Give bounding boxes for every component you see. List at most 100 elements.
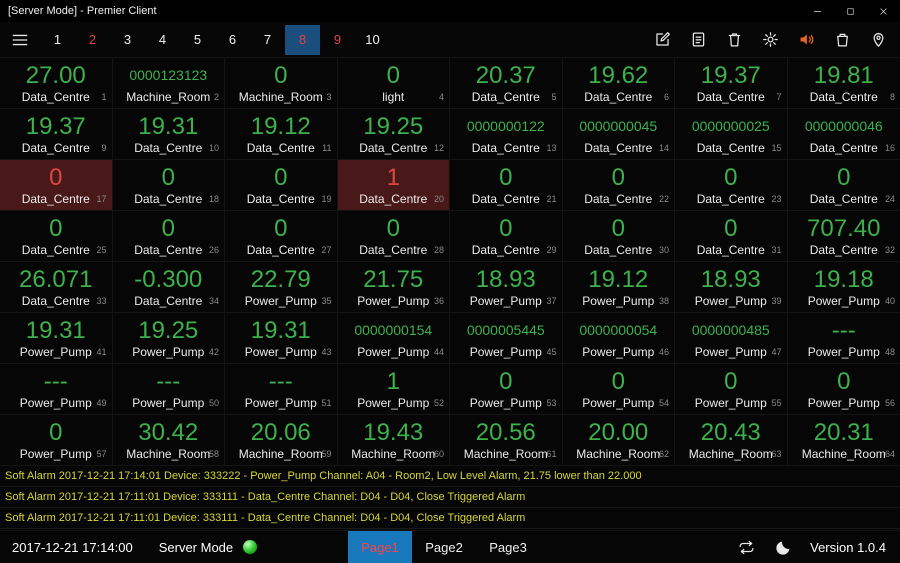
minimize-button[interactable]: [801, 0, 834, 22]
tile-index: 11: [322, 143, 332, 153]
settings-button[interactable]: [752, 22, 788, 58]
tile-24[interactable]: 0 Data_Centre 24: [787, 160, 900, 211]
tile-52[interactable]: 1 Power_Pump 52: [337, 364, 450, 415]
tile-39[interactable]: 18.93 Power_Pump 39: [675, 262, 788, 313]
tile-57[interactable]: 0 Power_Pump 57: [0, 415, 113, 466]
tile-label: Power_Pump: [694, 396, 767, 410]
tile-19[interactable]: 0 Data_Centre 19: [225, 160, 338, 211]
tile-58[interactable]: 30.42 Machine_Room 58: [112, 415, 225, 466]
tile-32[interactable]: 707.40 Data_Centre 32: [787, 211, 900, 262]
tile-value: 19.31: [250, 317, 311, 344]
tile-47[interactable]: 0000000485 Power_Pump 47: [675, 313, 788, 364]
page-button-3[interactable]: 3: [123, 32, 132, 47]
delete-button[interactable]: [716, 22, 752, 58]
tile-1[interactable]: 27.00 Data_Centre 1: [0, 58, 113, 109]
tile-16[interactable]: 0000000046 Data_Centre 16: [787, 109, 900, 160]
menu-button[interactable]: [0, 22, 40, 58]
tile-15[interactable]: 0000000025 Data_Centre 15: [675, 109, 788, 160]
tile-48[interactable]: --- Power_Pump 48: [787, 313, 900, 364]
tile-44[interactable]: 0000000154 Power_Pump 44: [337, 313, 450, 364]
page-button-1[interactable]: 1: [53, 32, 62, 47]
tab-page1[interactable]: Page1: [348, 531, 412, 563]
tile-56[interactable]: 0 Power_Pump 56: [787, 364, 900, 415]
tile-49[interactable]: --- Power_Pump 49: [0, 364, 113, 415]
tile-11[interactable]: 19.12 Data_Centre 11: [225, 109, 338, 160]
tile-36[interactable]: 21.75 Power_Pump 36: [337, 262, 450, 313]
page-button-2[interactable]: 2: [88, 32, 97, 47]
tile-28[interactable]: 0 Data_Centre 28: [337, 211, 450, 262]
tile-41[interactable]: 19.31 Power_Pump 41: [0, 313, 113, 364]
tile-29[interactable]: 0 Data_Centre 29: [450, 211, 563, 262]
tile-45[interactable]: 0000005445 Power_Pump 45: [450, 313, 563, 364]
tile-21[interactable]: 0 Data_Centre 21: [450, 160, 563, 211]
tab-page2[interactable]: Page2: [425, 539, 463, 555]
tile-51[interactable]: --- Power_Pump 51: [225, 364, 338, 415]
tile-23[interactable]: 0 Data_Centre 23: [675, 160, 788, 211]
tile-value: 0000000122: [466, 118, 545, 134]
tile-53[interactable]: 0 Power_Pump 53: [450, 364, 563, 415]
page-button-7[interactable]: 7: [263, 32, 272, 47]
tile-index: 12: [433, 143, 444, 153]
page-button-4[interactable]: 4: [158, 32, 167, 47]
edit-button[interactable]: [644, 22, 680, 58]
tile-25[interactable]: 0 Data_Centre 25: [0, 211, 113, 262]
tile-27[interactable]: 0 Data_Centre 27: [225, 211, 338, 262]
tile-12[interactable]: 19.25 Data_Centre 12: [337, 109, 450, 160]
tile-54[interactable]: 0 Power_Pump 54: [562, 364, 675, 415]
tile-10[interactable]: 19.31 Data_Centre 10: [112, 109, 225, 160]
tab-page3[interactable]: Page3: [489, 539, 527, 555]
night-mode-button[interactable]: [765, 531, 802, 563]
alarm-message[interactable]: Soft Alarm 2017-12-21 17:11:01 Device: 3…: [0, 508, 900, 529]
close-button[interactable]: [867, 0, 900, 22]
tile-22[interactable]: 0 Data_Centre 22: [562, 160, 675, 211]
tile-40[interactable]: 19.18 Power_Pump 40: [787, 262, 900, 313]
page-button-10[interactable]: 10: [365, 32, 380, 47]
tile-64[interactable]: 20.31 Machine_Room 64: [787, 415, 900, 466]
page-button-5[interactable]: 5: [193, 32, 202, 47]
page-button-8[interactable]: 8: [285, 24, 320, 55]
tile-3[interactable]: 0 Machine_Room 3: [225, 58, 338, 109]
tile-30[interactable]: 0 Data_Centre 30: [562, 211, 675, 262]
tile-13[interactable]: 0000000122 Data_Centre 13: [450, 109, 563, 160]
tile-5[interactable]: 20.37 Data_Centre 5: [450, 58, 563, 109]
page-button-9[interactable]: 9: [333, 32, 342, 47]
alarm-message[interactable]: Soft Alarm 2017-12-21 17:11:01 Device: 3…: [0, 487, 900, 508]
tile-37[interactable]: 18.93 Power_Pump 37: [450, 262, 563, 313]
tile-63[interactable]: 20.43 Machine_Room 63: [675, 415, 788, 466]
tile-6[interactable]: 19.62 Data_Centre 6: [562, 58, 675, 109]
sync-button[interactable]: [728, 531, 765, 563]
tile-14[interactable]: 0000000045 Data_Centre 14: [562, 109, 675, 160]
tile-8[interactable]: 19.81 Data_Centre 8: [787, 58, 900, 109]
clear-alarms-button[interactable]: [824, 22, 860, 58]
tile-38[interactable]: 19.12 Power_Pump 38: [562, 262, 675, 313]
tile-4[interactable]: 0 light 4: [337, 58, 450, 109]
location-button[interactable]: [860, 22, 896, 58]
notes-button[interactable]: [680, 22, 716, 58]
tile-61[interactable]: 20.56 Machine_Room 61: [450, 415, 563, 466]
tile-20[interactable]: 1 Data_Centre 20: [337, 160, 450, 211]
page-button-6[interactable]: 6: [228, 32, 237, 47]
tile-17[interactable]: 0 Data_Centre 17: [0, 160, 113, 211]
tile-46[interactable]: 0000000054 Power_Pump 46: [562, 313, 675, 364]
statusbar-icons: [728, 531, 802, 563]
tile-34[interactable]: -0.300 Data_Centre 34: [112, 262, 225, 313]
tile-7[interactable]: 19.37 Data_Centre 7: [675, 58, 788, 109]
tile-index: 17: [96, 194, 107, 204]
tile-43[interactable]: 19.31 Power_Pump 43: [225, 313, 338, 364]
tile-18[interactable]: 0 Data_Centre 18: [112, 160, 225, 211]
alarm-sound-button[interactable]: [788, 22, 824, 58]
maximize-button[interactable]: [834, 0, 867, 22]
alarm-message[interactable]: Soft Alarm 2017-12-21 17:14:01 Device: 3…: [0, 466, 900, 487]
tile-35[interactable]: 22.79 Power_Pump 35: [225, 262, 338, 313]
tile-33[interactable]: 26.071 Data_Centre 33: [0, 262, 113, 313]
tile-55[interactable]: 0 Power_Pump 55: [675, 364, 788, 415]
tile-50[interactable]: --- Power_Pump 50: [112, 364, 225, 415]
tile-31[interactable]: 0 Data_Centre 31: [675, 211, 788, 262]
tile-9[interactable]: 19.37 Data_Centre 9: [0, 109, 113, 160]
tile-26[interactable]: 0 Data_Centre 26: [112, 211, 225, 262]
tile-60[interactable]: 19.43 Machine_Room 60: [337, 415, 450, 466]
tile-59[interactable]: 20.06 Machine_Room 59: [225, 415, 338, 466]
tile-2[interactable]: 0000123123 Machine_Room 2: [112, 58, 225, 109]
tile-62[interactable]: 20.00 Machine_Room 62: [562, 415, 675, 466]
tile-42[interactable]: 19.25 Power_Pump 42: [112, 313, 225, 364]
